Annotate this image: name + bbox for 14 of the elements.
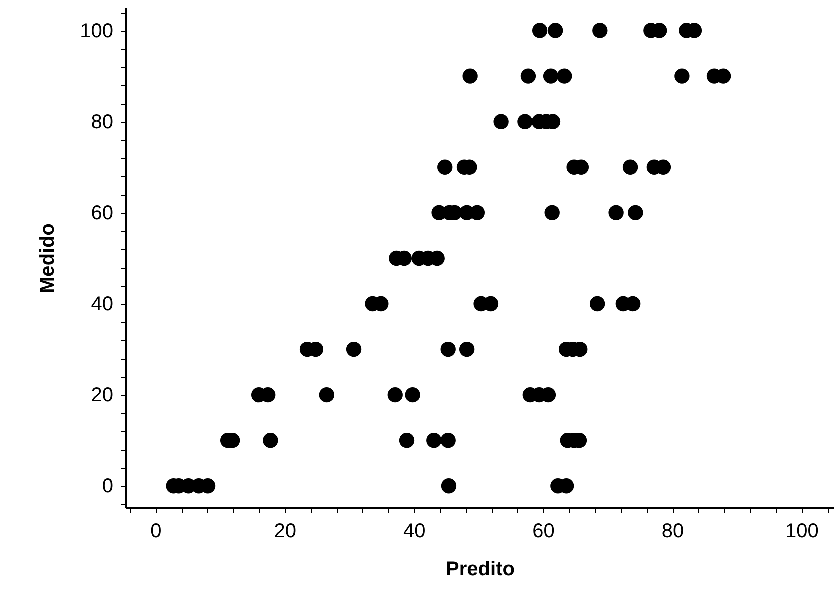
x-tick-label: 80 xyxy=(662,520,684,542)
y-tick-label: 100 xyxy=(80,20,114,42)
y-tick-label: 0 xyxy=(102,476,114,498)
y-tick-label: 40 xyxy=(91,293,114,316)
x-tick-label: 20 xyxy=(274,520,297,542)
y-tick-label: 80 xyxy=(91,111,114,134)
y-tick-label: 20 xyxy=(91,384,114,407)
y-axis-title: Medido xyxy=(37,224,60,294)
x-tick-label: 60 xyxy=(532,520,555,542)
x-tick-label: 0 xyxy=(150,520,162,542)
x-axis-title: Predito xyxy=(446,558,515,580)
y-tick-label: 60 xyxy=(91,202,114,224)
x-tick-label: 100 xyxy=(786,520,819,542)
x-tick-label: 40 xyxy=(403,520,426,542)
